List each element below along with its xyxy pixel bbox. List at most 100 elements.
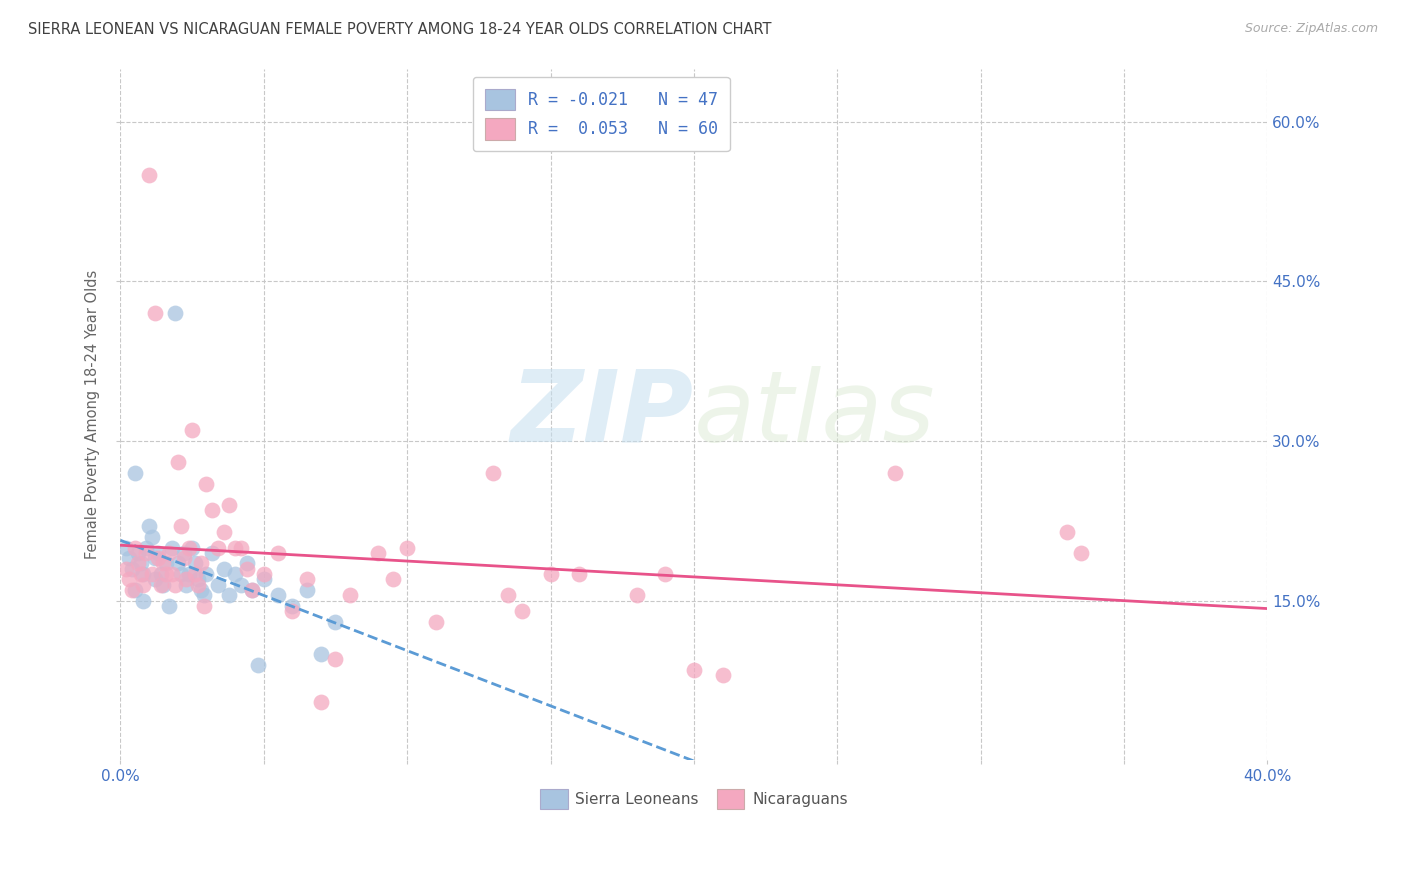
Point (253, 567, 276, 582)
Point (229, 541, 252, 555)
Point (129, 567, 152, 582)
Point (135, 541, 157, 555)
Point (339, 588, 361, 602)
Point (309, 695, 332, 709)
Point (157, 546, 180, 560)
Point (152, 557, 174, 571)
Point (141, 530, 163, 544)
Point (267, 546, 290, 560)
Point (118, 573, 141, 587)
Point (281, 604, 304, 618)
Point (146, 546, 169, 560)
Point (367, 546, 389, 560)
Point (295, 583, 318, 598)
Point (166, 557, 188, 571)
Point (132, 593, 155, 607)
Point (325, 652, 347, 666)
Point (195, 567, 218, 582)
Point (540, 567, 562, 582)
Point (207, 578, 229, 592)
Point (240, 583, 263, 598)
Point (181, 541, 204, 555)
Point (187, 578, 209, 592)
Point (132, 567, 155, 582)
Point (187, 573, 209, 587)
Point (124, 541, 146, 555)
Point (169, 519, 191, 533)
Point (173, 551, 195, 566)
Point (149, 578, 172, 592)
Point (654, 567, 676, 582)
Point (149, 567, 172, 582)
Point (176, 578, 198, 592)
Point (184, 557, 207, 571)
Point (163, 578, 186, 592)
Point (224, 541, 246, 555)
Point (325, 615, 347, 629)
Text: ZIP: ZIP (510, 366, 695, 463)
Point (166, 455, 188, 469)
Point (193, 588, 215, 602)
Point (124, 583, 146, 598)
Point (396, 541, 419, 555)
Point (247, 657, 270, 672)
Point (115, 541, 138, 555)
Point (883, 466, 905, 480)
Point (115, 562, 138, 576)
Point (295, 573, 318, 587)
Point (212, 524, 235, 539)
Point (381, 573, 404, 587)
Point (160, 567, 183, 582)
Point (179, 541, 201, 555)
Point (1056, 524, 1078, 539)
Point (184, 567, 207, 582)
Text: Source: ZipAtlas.com: Source: ZipAtlas.com (1244, 22, 1378, 36)
Point (1070, 546, 1092, 560)
Point (179, 567, 201, 582)
Point (181, 424, 204, 438)
Point (711, 668, 734, 682)
Point (482, 466, 505, 480)
Point (201, 546, 224, 560)
Point (218, 588, 240, 602)
Point (240, 583, 263, 598)
Point (138, 168, 160, 182)
Point (176, 573, 198, 587)
Point (218, 498, 240, 512)
Point (212, 562, 235, 576)
Point (143, 551, 166, 566)
Text: SIERRA LEONEAN VS NICARAGUAN FEMALE POVERTY AMONG 18-24 YEAR OLDS CORRELATION CH: SIERRA LEONEAN VS NICARAGUAN FEMALE POVE… (28, 22, 772, 37)
Point (683, 663, 706, 677)
Point (132, 578, 155, 592)
Point (129, 557, 152, 571)
Point (267, 588, 290, 602)
Point (201, 503, 224, 517)
Point (224, 567, 246, 582)
Point (193, 599, 215, 613)
Point (235, 562, 257, 576)
Point (195, 476, 218, 491)
Point (253, 573, 276, 587)
Point (121, 562, 143, 576)
Point (146, 551, 169, 566)
Legend: Sierra Leoneans, Nicaraguans: Sierra Leoneans, Nicaraguans (534, 783, 853, 815)
Point (190, 557, 212, 571)
Point (155, 557, 177, 571)
Point (568, 567, 591, 582)
Point (496, 588, 519, 602)
Y-axis label: Female Poverty Among 18-24 Year Olds: Female Poverty Among 18-24 Year Olds (86, 269, 100, 559)
Point (207, 541, 229, 555)
Point (163, 306, 186, 320)
Point (510, 604, 533, 618)
Text: atlas: atlas (695, 366, 935, 463)
Point (157, 599, 180, 613)
Point (626, 588, 648, 602)
Point (141, 567, 163, 582)
Point (143, 573, 166, 587)
Point (169, 567, 191, 582)
Point (229, 578, 252, 592)
Point (127, 557, 149, 571)
Point (118, 551, 141, 566)
Point (309, 647, 332, 661)
Point (173, 546, 195, 560)
